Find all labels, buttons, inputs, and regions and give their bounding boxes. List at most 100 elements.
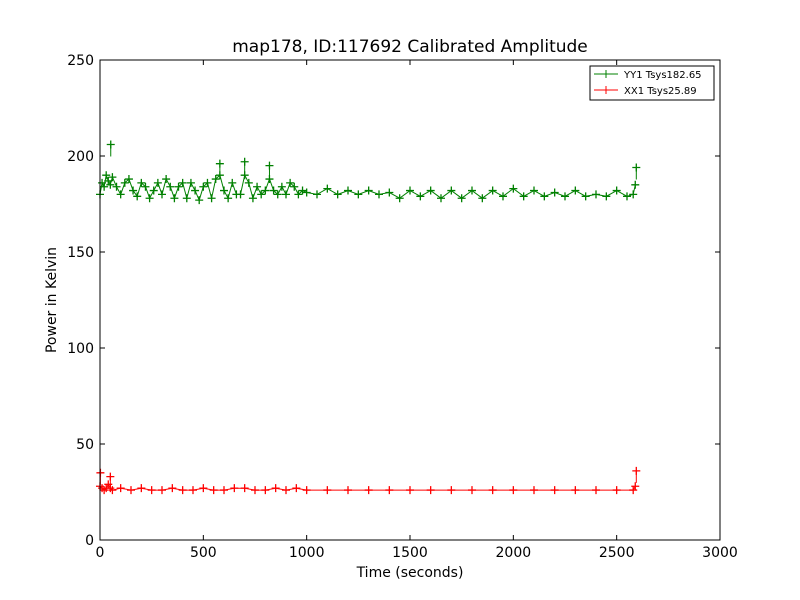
data-point bbox=[354, 190, 363, 199]
data-point bbox=[550, 486, 559, 495]
data-point bbox=[629, 190, 638, 199]
y-tick-label: 150 bbox=[67, 245, 94, 261]
data-point bbox=[509, 184, 518, 193]
y-tick-label: 0 bbox=[85, 533, 94, 549]
legend-marker-xx1 bbox=[602, 86, 610, 94]
data-point bbox=[426, 186, 435, 195]
data-point bbox=[592, 190, 600, 199]
data-point bbox=[100, 182, 109, 191]
data-point bbox=[211, 175, 220, 184]
data-point bbox=[162, 175, 171, 184]
data-point bbox=[437, 194, 445, 203]
data-point bbox=[158, 486, 166, 495]
data-point bbox=[364, 186, 373, 195]
data-point bbox=[147, 486, 156, 495]
data-point bbox=[282, 190, 290, 199]
spike-point bbox=[215, 159, 224, 168]
data-point bbox=[195, 196, 204, 205]
data-point bbox=[550, 188, 559, 197]
data-point bbox=[313, 190, 321, 199]
data-point bbox=[174, 182, 183, 191]
data-point bbox=[571, 186, 580, 195]
data-point bbox=[137, 178, 146, 187]
data-point bbox=[178, 486, 187, 495]
data-point bbox=[261, 186, 270, 195]
x-tick-label: 1000 bbox=[289, 545, 325, 561]
data-point bbox=[224, 194, 233, 203]
data-point bbox=[364, 486, 373, 495]
data-point bbox=[199, 484, 208, 493]
data-point bbox=[395, 194, 404, 203]
series-layer bbox=[96, 140, 641, 495]
data-point bbox=[519, 192, 528, 201]
data-point bbox=[488, 486, 497, 495]
x-axis-label: Time (seconds) bbox=[356, 565, 464, 581]
x-tick-label: 1500 bbox=[392, 545, 428, 561]
plot-frame bbox=[99, 59, 721, 541]
y-tick-label: 250 bbox=[67, 53, 94, 69]
data-point bbox=[108, 173, 117, 182]
data-point bbox=[406, 486, 414, 495]
x-tick-label: 500 bbox=[190, 545, 217, 561]
legend-item-yy1: YY1 Tsys182.65 bbox=[594, 70, 702, 81]
data-point bbox=[228, 178, 237, 187]
data-point bbox=[230, 484, 239, 493]
data-point bbox=[499, 192, 507, 201]
data-point bbox=[189, 486, 197, 495]
data-point bbox=[108, 486, 117, 495]
data-point bbox=[116, 484, 125, 493]
data-point bbox=[385, 188, 394, 197]
data-point bbox=[530, 486, 538, 495]
data-point bbox=[168, 484, 177, 493]
data-point bbox=[478, 194, 487, 203]
data-point bbox=[170, 194, 179, 203]
data-point bbox=[344, 186, 352, 195]
data-point bbox=[375, 190, 383, 199]
data-point bbox=[145, 194, 154, 203]
y-tick-label: 50 bbox=[76, 437, 94, 453]
data-point bbox=[294, 190, 303, 199]
data-point bbox=[186, 178, 195, 187]
data-point bbox=[220, 186, 228, 195]
data-point bbox=[273, 190, 282, 199]
series-1 bbox=[96, 480, 640, 495]
ticks-layer: 0 500 1000 1500 2000 2500 3000 0 50 100 150 200 250 bbox=[67, 53, 738, 561]
data-point bbox=[102, 171, 111, 180]
x-tick-label: 2500 bbox=[599, 545, 635, 561]
data-point bbox=[271, 484, 280, 493]
data-point bbox=[290, 182, 299, 191]
data-point bbox=[106, 180, 115, 189]
data-point bbox=[623, 192, 631, 201]
data-point bbox=[612, 486, 621, 495]
data-point bbox=[166, 182, 175, 191]
data-point bbox=[385, 486, 394, 495]
data-point bbox=[253, 182, 262, 191]
data-point bbox=[323, 486, 332, 495]
data-point bbox=[112, 182, 121, 191]
data-point bbox=[447, 486, 456, 495]
data-point bbox=[631, 482, 640, 491]
spike-point bbox=[632, 163, 641, 172]
data-point bbox=[203, 178, 212, 187]
data-point bbox=[133, 192, 142, 201]
data-point bbox=[612, 186, 621, 195]
y-tick-label: 100 bbox=[67, 341, 94, 357]
legend-item-xx1: XX1 Tsys25.89 bbox=[594, 86, 697, 97]
spike-point bbox=[240, 157, 249, 166]
data-point bbox=[261, 486, 270, 495]
data-point bbox=[240, 484, 249, 493]
data-point bbox=[158, 190, 166, 199]
data-point bbox=[416, 192, 425, 201]
data-point bbox=[277, 182, 286, 191]
data-point bbox=[124, 175, 133, 184]
data-point bbox=[540, 192, 549, 201]
data-point bbox=[257, 190, 266, 199]
spike-point bbox=[632, 466, 641, 475]
data-point bbox=[207, 194, 216, 203]
data-point bbox=[323, 184, 332, 193]
data-point bbox=[178, 178, 187, 187]
y-axis-label: Power in Kelvin bbox=[44, 247, 60, 353]
data-point bbox=[141, 182, 150, 191]
legend-label-xx1: XX1 Tsys25.89 bbox=[624, 86, 697, 97]
